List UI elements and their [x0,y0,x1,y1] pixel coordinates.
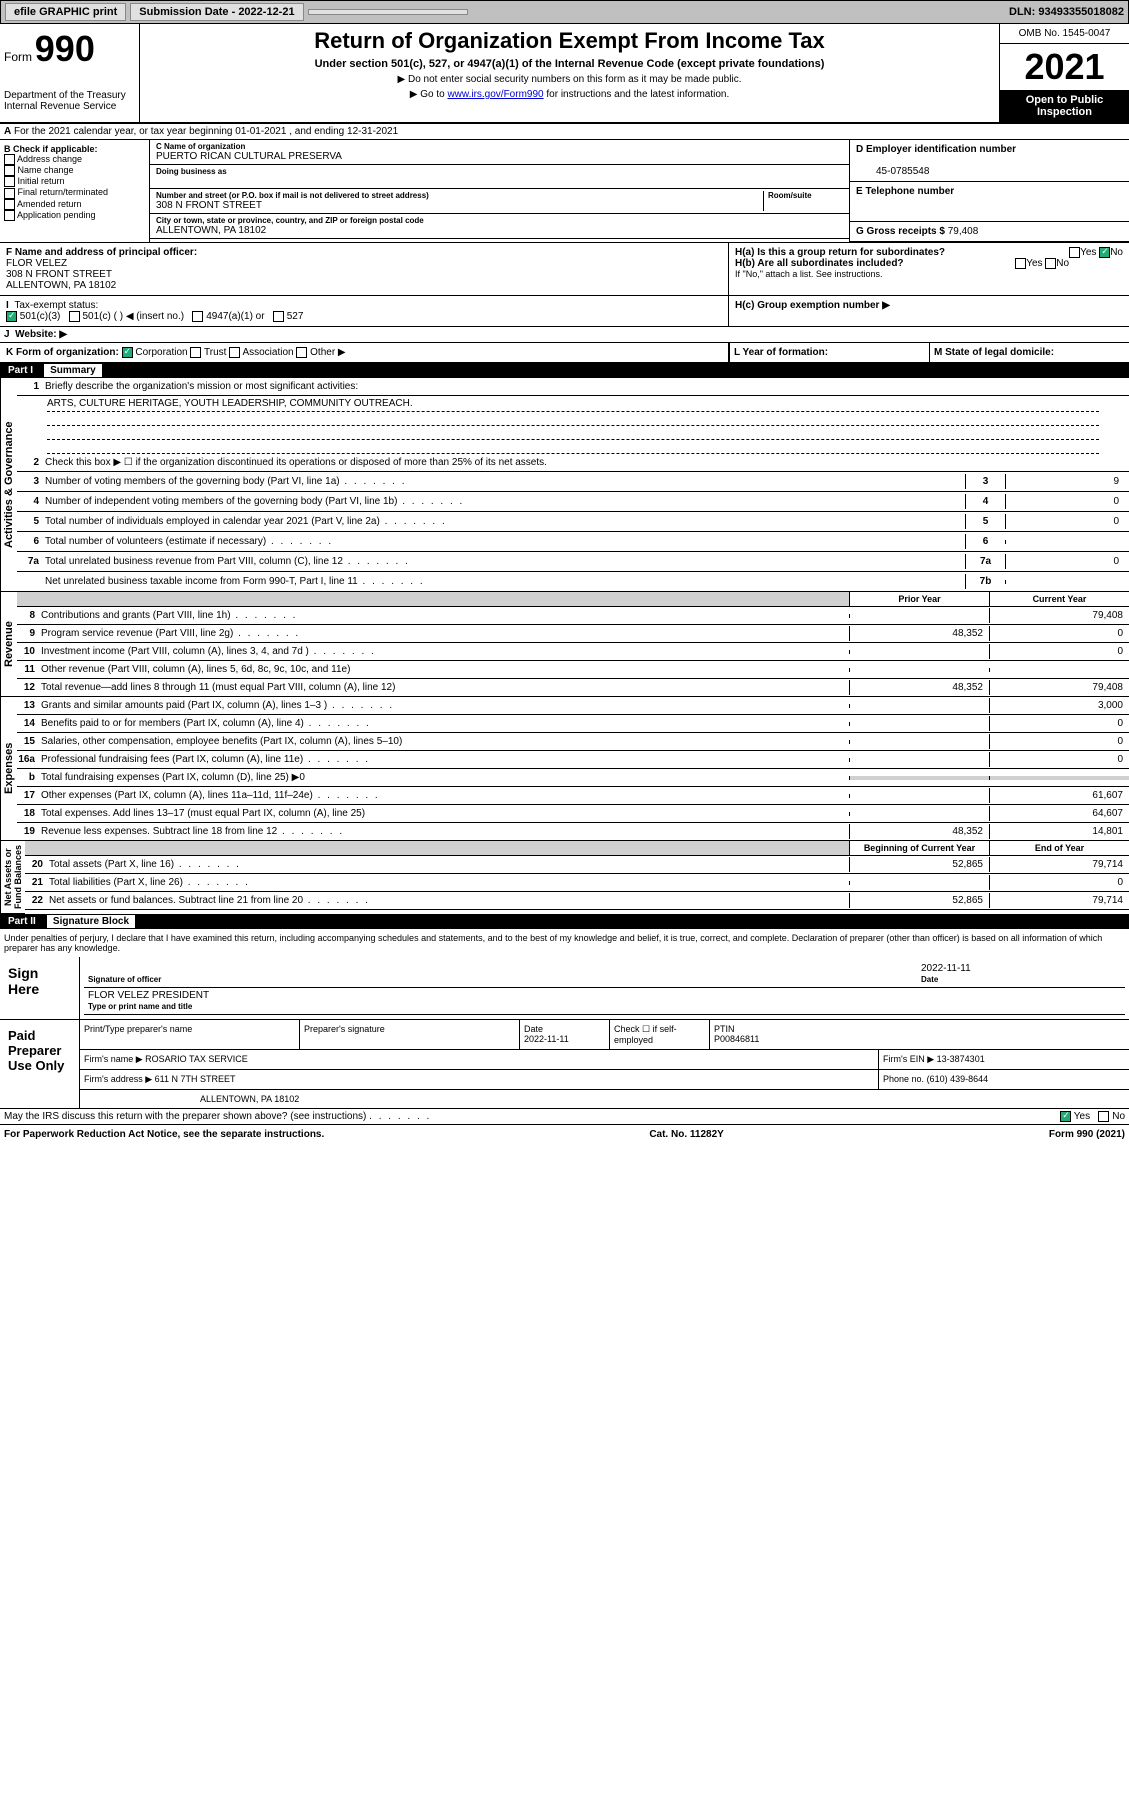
omb-number: OMB No. 1545-0047 [1000,24,1129,44]
col-d: D Employer identification number 45-0785… [849,140,1129,242]
col-b: B Check if applicable: Address change Na… [0,140,150,242]
form-subtitle: Under section 501(c), 527, or 4947(a)(1)… [144,58,995,70]
form-title: Return of Organization Exempt From Incom… [144,28,995,54]
section-hc: H(c) Group exemption number ▶ [729,296,1129,326]
form-number: 990 [35,28,95,69]
department: Department of the Treasury Internal Reve… [4,90,135,112]
part2-header: Part II Signature Block [0,914,1129,929]
gross-receipts: 79,408 [948,226,979,237]
row-a: A For the 2021 calendar year, or tax yea… [0,124,1129,140]
section-m: M State of legal domicile: [929,343,1129,362]
tax-year: 2021 [1000,44,1129,90]
ein: 45-0785548 [856,166,929,177]
firm-name: ROSARIO TAX SERVICE [145,1054,248,1064]
penalty-statement: Under penalties of perjury, I declare th… [0,929,1129,957]
section-f: F Name and address of principal officer:… [0,243,729,295]
501c3-checkbox[interactable] [6,311,17,322]
form-word: Form [4,50,32,64]
footer: For Paperwork Reduction Act Notice, see … [0,1125,1129,1144]
note-ssn: ▶ Do not enter social security numbers o… [144,74,995,85]
mission-text: ARTS, CULTURE HERITAGE, YOUTH LEADERSHIP… [47,396,1099,412]
discuss-yes[interactable] [1060,1111,1071,1122]
irs-link[interactable]: www.irs.gov/Form990 [447,89,543,100]
netassets-label: Net Assets or Fund Balances [0,841,25,914]
expenses-label: Expenses [0,697,17,841]
submission-date: Submission Date - 2022-12-21 [130,3,303,21]
col-c: C Name of organization PUERTO RICAN CULT… [150,140,849,242]
part1-header: Part I Summary [0,363,1129,378]
discuss-row: May the IRS discuss this return with the… [0,1109,1129,1125]
section-h: H(a) Is this a group return for subordin… [729,243,1129,295]
city-state-zip: ALLENTOWN, PA 18102 [156,225,843,236]
dln: DLN: 93493355018082 [1009,6,1124,18]
officer-name: FLOR VELEZ PRESIDENT [88,990,209,1001]
efile-button[interactable]: efile GRAPHIC print [5,3,126,21]
activities-governance-label: Activities & Governance [0,378,17,592]
website-label: Website: ▶ [15,329,67,340]
org-name: PUERTO RICAN CULTURAL PRESERVA [156,151,843,162]
top-bar: efile GRAPHIC print Submission Date - 20… [0,0,1129,24]
paid-preparer-label: Paid Preparer Use Only [0,1020,80,1108]
section-i: I Tax-exempt status: 501(c)(3) 501(c) ( … [0,296,729,326]
section-l: L Year of formation: [729,343,929,362]
section-k: K Form of organization: Corporation Trus… [0,343,729,362]
sign-here-label: Sign Here [0,957,80,1019]
street-address: 308 N FRONT STREET [156,200,763,211]
inspection-notice: Open to Public Inspection [1000,90,1129,122]
blank-button [308,9,468,15]
form-header: Form 990 Department of the Treasury Inte… [0,24,1129,124]
note-link: ▶ Go to www.irs.gov/Form990 for instruct… [144,89,995,100]
line3-value: 9 [1005,474,1125,489]
revenue-label: Revenue [0,592,17,697]
